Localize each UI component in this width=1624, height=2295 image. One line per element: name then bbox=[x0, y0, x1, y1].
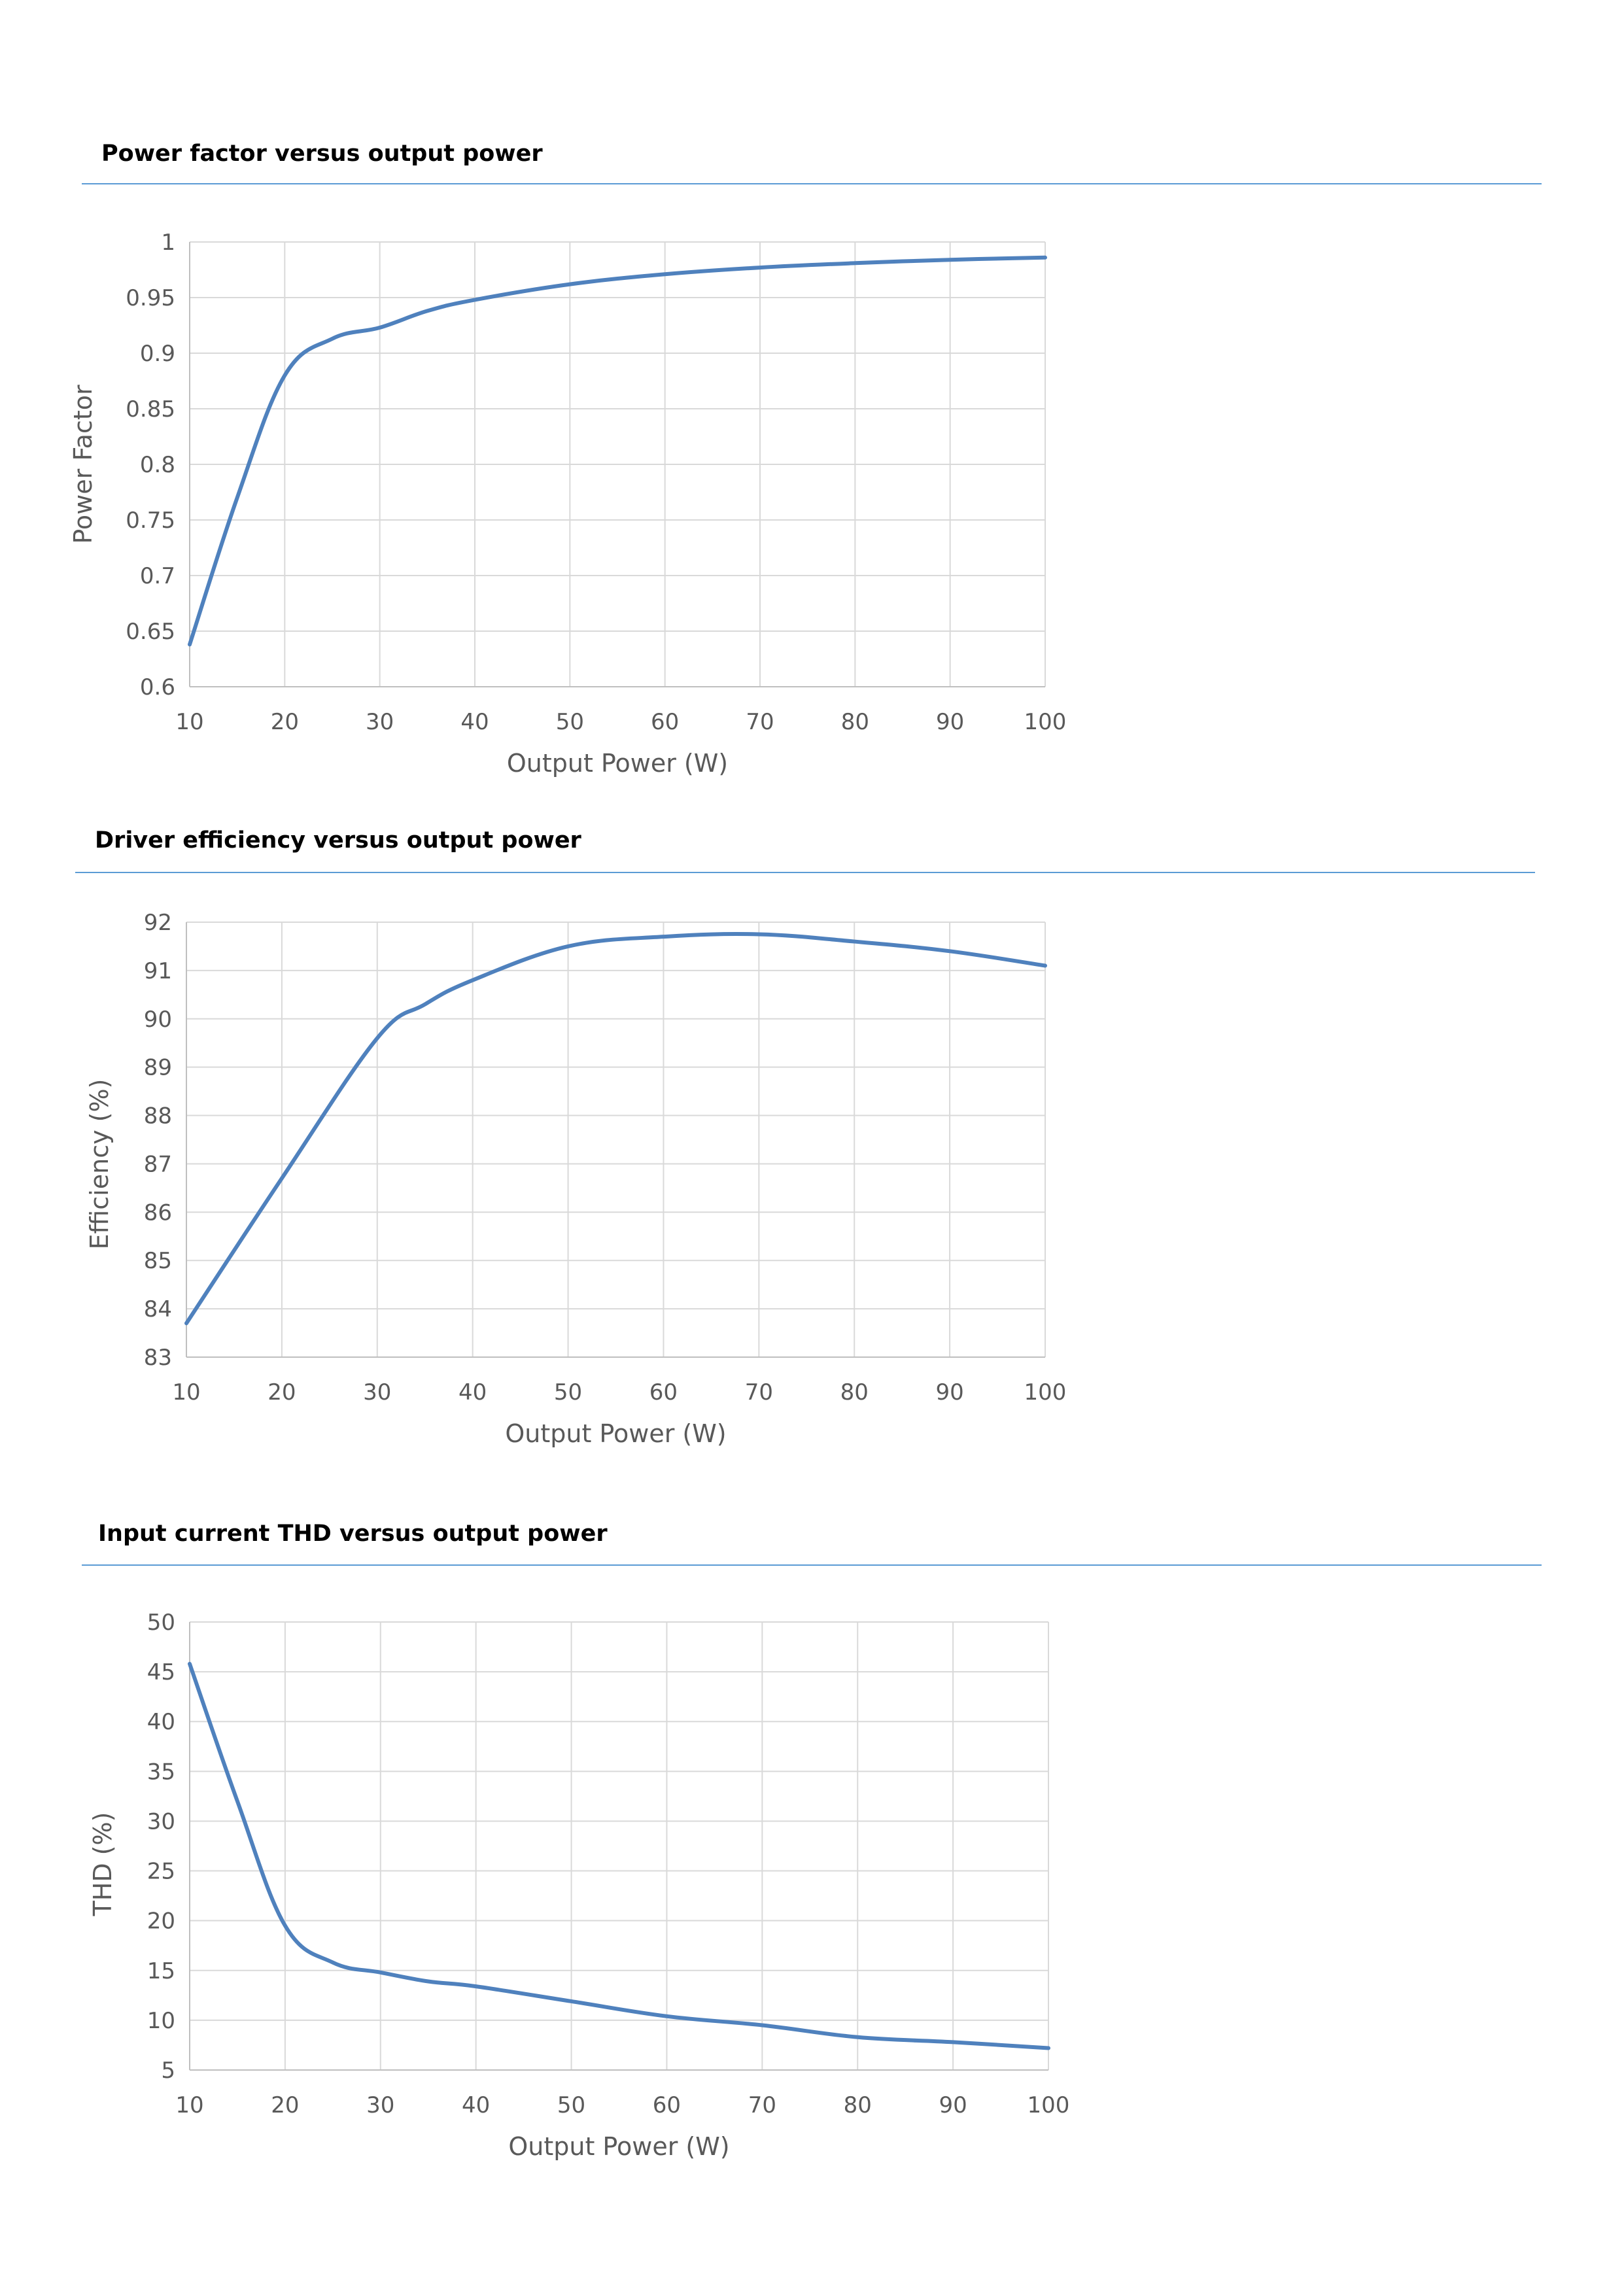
series-line bbox=[184, 932, 1047, 1326]
y-tick-label: 20 bbox=[147, 1908, 175, 1935]
section-divider bbox=[75, 872, 1535, 873]
x-tick-label: 30 bbox=[366, 709, 394, 735]
section-title-input-current-thd: Input current THD versus output power bbox=[98, 1521, 608, 1547]
x-tick-label: 40 bbox=[458, 1379, 487, 1406]
driver-efficiency-chart: 83 84 85 86 87 88 89 90 91 92 10 20 30 40 50 60 70 80 90 10… bbox=[85, 910, 1067, 1448]
y-tick-label: 50 bbox=[147, 1610, 175, 1636]
series-line bbox=[188, 1661, 1050, 2050]
y-tick-label: 25 bbox=[147, 1859, 175, 1885]
section-divider bbox=[82, 183, 1542, 184]
y-tick-label: 1 bbox=[161, 230, 175, 256]
x-tick-label: 90 bbox=[936, 709, 964, 735]
x-tick-label: 40 bbox=[460, 709, 489, 735]
x-tick-label: 40 bbox=[462, 2092, 490, 2118]
y-tick-label: 40 bbox=[147, 1709, 175, 1735]
x-tick-label: 20 bbox=[271, 709, 299, 735]
x-tick-label: 60 bbox=[653, 2092, 681, 2118]
y-tick-label: 15 bbox=[147, 1958, 175, 1984]
y-tick-label: 10 bbox=[147, 2008, 175, 2034]
y-tick-label: 0.9 bbox=[140, 341, 175, 367]
x-tick-label: 100 bbox=[1028, 2092, 1070, 2118]
x-tick-label: 80 bbox=[840, 1379, 869, 1406]
y-tick-label: 91 bbox=[144, 958, 172, 984]
x-tick-label: 80 bbox=[841, 709, 869, 735]
y-axis-title: Power Factor bbox=[69, 385, 97, 544]
y-tick-label: 90 bbox=[144, 1007, 172, 1033]
section-title-driver-efficiency: Driver efficiency versus output power bbox=[95, 827, 581, 854]
y-tick-label: 85 bbox=[144, 1248, 172, 1274]
y-tick-label: 92 bbox=[144, 910, 172, 936]
x-axis-title: Output Power (W) bbox=[505, 1419, 726, 1448]
y-tick-label: 89 bbox=[144, 1055, 172, 1081]
y-tick-label: 83 bbox=[144, 1345, 172, 1371]
y-tick-label: 0.8 bbox=[140, 452, 175, 478]
x-tick-label: 60 bbox=[651, 709, 679, 735]
x-tick-label: 90 bbox=[935, 1379, 963, 1406]
x-tick-label: 20 bbox=[271, 2092, 299, 2118]
y-tick-label: 0.7 bbox=[140, 563, 175, 589]
x-tick-label: 20 bbox=[268, 1379, 296, 1406]
y-tick-label: 88 bbox=[144, 1103, 172, 1130]
x-tick-label: 50 bbox=[556, 709, 584, 735]
x-tick-label: 70 bbox=[746, 709, 774, 735]
y-tick-label: 0.95 bbox=[126, 285, 175, 311]
x-tick-label: 30 bbox=[363, 1379, 391, 1406]
y-tick-label: 5 bbox=[161, 2058, 175, 2084]
y-tick-label: 0.75 bbox=[126, 508, 175, 534]
y-tick-label: 35 bbox=[147, 1759, 175, 1785]
x-tick-label: 80 bbox=[844, 2092, 872, 2118]
x-tick-label: 70 bbox=[745, 1379, 773, 1406]
x-tick-label: 70 bbox=[748, 2092, 776, 2118]
plot-area bbox=[190, 1622, 1048, 2070]
x-tick-label: 30 bbox=[366, 2092, 394, 2118]
x-tick-label: 10 bbox=[175, 709, 203, 735]
x-tick-label: 50 bbox=[557, 2092, 585, 2118]
y-tick-label: 45 bbox=[147, 1659, 175, 1685]
section-divider bbox=[82, 1564, 1542, 1566]
x-tick-label: 90 bbox=[939, 2092, 967, 2118]
x-axis-title: Output Power (W) bbox=[508, 2132, 729, 2161]
section-title-power-factor: Power factor versus output power bbox=[101, 141, 543, 167]
x-tick-label: 50 bbox=[554, 1379, 582, 1406]
y-tick-label: 0.85 bbox=[126, 396, 175, 423]
series-line bbox=[188, 255, 1047, 647]
x-tick-label: 100 bbox=[1024, 709, 1067, 735]
y-axis-title: THD (%) bbox=[88, 1812, 117, 1917]
power-factor-chart: 0.6 0.65 0.7 0.75 0.8 0.85 0.9 0.95 1 10 20 30 40 50 6… bbox=[69, 230, 1067, 778]
x-tick-label: 10 bbox=[175, 2092, 203, 2118]
x-tick-label: 100 bbox=[1024, 1379, 1067, 1406]
y-axis-title: Efficiency (%) bbox=[85, 1079, 114, 1250]
x-tick-label: 60 bbox=[649, 1379, 678, 1406]
y-tick-label: 30 bbox=[147, 1808, 175, 1835]
y-tick-label: 86 bbox=[144, 1199, 172, 1226]
x-tick-label: 10 bbox=[172, 1379, 200, 1406]
y-tick-label: 87 bbox=[144, 1151, 172, 1177]
y-tick-label: 84 bbox=[144, 1296, 172, 1322]
plot-area bbox=[186, 922, 1045, 1357]
x-axis-title: Output Power (W) bbox=[507, 749, 728, 778]
y-tick-label: 0.6 bbox=[140, 674, 175, 700]
y-tick-label: 0.65 bbox=[126, 619, 175, 645]
